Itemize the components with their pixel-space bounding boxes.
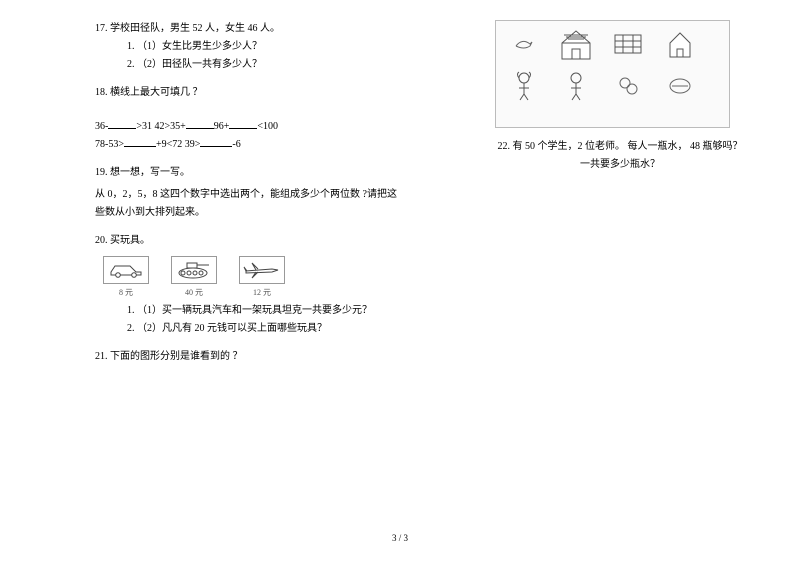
boy-icon bbox=[552, 67, 600, 105]
house-small-icon bbox=[656, 25, 704, 63]
toy-plane-price: 12 元 bbox=[253, 286, 271, 300]
question-22: 22. 有 50 个学生，2 位老师。 每人一瓶水， 48 瓶够吗？一共要多少瓶… bbox=[485, 138, 755, 174]
toy-plane: 12 元 bbox=[239, 256, 285, 300]
q18-r1d: <100 bbox=[257, 121, 278, 132]
q18-r1b: >31 42>35+ bbox=[136, 121, 185, 132]
q18-row1: 36- >31 42>35+ 96+ <100 bbox=[95, 118, 405, 136]
q20-title: 买玩具。 bbox=[110, 235, 150, 246]
toy-plane-icon bbox=[239, 256, 285, 284]
q22-text: 有 50 个学生，2 位老师。 每人一瓶水， 48 瓶够吗？一共要多少瓶水？ bbox=[513, 141, 743, 170]
house-icon bbox=[552, 25, 600, 63]
q18-row2: 78-53> +9<72 39> -6 bbox=[95, 136, 405, 154]
page-container: 17. 学校田径队，男生 52 人，女生 46 人。 1. （1）女生比男生少多… bbox=[0, 0, 800, 376]
toy-tank: 40 元 bbox=[171, 256, 217, 300]
q18-r1c: 96+ bbox=[214, 121, 230, 132]
toys-row: 8 元 40 元 12 元 bbox=[95, 256, 405, 300]
q22-number: 22. bbox=[498, 141, 511, 152]
toy-car-icon bbox=[103, 256, 149, 284]
blank bbox=[124, 136, 156, 147]
q20-sub2: 2. （2）凡凡有 20 元钱可以买上面哪些玩具？ bbox=[95, 320, 405, 338]
q18-r2c: -6 bbox=[232, 139, 240, 150]
window-icon bbox=[604, 25, 652, 63]
toy-car: 8 元 bbox=[103, 256, 149, 300]
q20-number: 20. bbox=[95, 235, 108, 246]
blank bbox=[108, 118, 136, 129]
page-number: 3 / 3 bbox=[0, 533, 800, 543]
q17-number: 17. bbox=[95, 23, 108, 34]
question-17: 17. 学校田径队，男生 52 人，女生 46 人。 1. （1）女生比男生少多… bbox=[95, 20, 405, 74]
toy-tank-icon bbox=[171, 256, 217, 284]
q18-r2a: 78-53> bbox=[95, 139, 124, 150]
q18-r1a: 36- bbox=[95, 121, 108, 132]
toy-car-price: 8 元 bbox=[119, 286, 133, 300]
q18-r2b: +9<72 39> bbox=[156, 139, 200, 150]
q19-body: 从 0，2，5，8 这四个数字中选出两个，能组成多少个两位数 ?请把这些数从小到… bbox=[95, 186, 405, 222]
blank bbox=[186, 118, 214, 129]
girl-icon bbox=[500, 67, 548, 105]
blank bbox=[200, 136, 232, 147]
q21-text: 下面的图形分别是谁看到的 ？ bbox=[110, 351, 243, 362]
q21-number: 21. bbox=[95, 351, 108, 362]
left-column: 17. 学校田径队，男生 52 人，女生 46 人。 1. （1）女生比男生少多… bbox=[95, 20, 405, 376]
question-19: 19. 想一想，写一写。 从 0，2，5，8 这四个数字中选出两个，能组成多少个… bbox=[95, 164, 405, 222]
q17-sub2: 2. （2）田径队一共有多少人？ bbox=[95, 56, 405, 74]
bird-icon bbox=[500, 25, 548, 63]
q17-text: 学校田径队，男生 52 人，女生 46 人。 bbox=[110, 23, 280, 34]
blank bbox=[229, 118, 257, 129]
question-21: 21. 下面的图形分别是谁看到的 ？ bbox=[95, 348, 405, 366]
question-18: 18. 横线上最大可填几 ？ 36- >31 42>35+ 96+ <100 78-5… bbox=[95, 84, 405, 154]
q18-number: 18. bbox=[95, 87, 108, 98]
scene-illustration bbox=[495, 20, 730, 128]
question-20: 20. 买玩具。 8 元 40 元 bbox=[95, 232, 405, 338]
shape-icon bbox=[604, 67, 652, 105]
q19-number: 19. bbox=[95, 167, 108, 178]
right-column: 22. 有 50 个学生，2 位老师。 每人一瓶水， 48 瓶够吗？一共要多少瓶… bbox=[485, 20, 755, 376]
shape2-icon bbox=[656, 67, 704, 105]
q17-sub1: 1. （1）女生比男生少多少人？ bbox=[95, 38, 405, 56]
toy-tank-price: 40 元 bbox=[185, 286, 203, 300]
q19-title: 想一想，写一写。 bbox=[110, 167, 190, 178]
q18-text: 横线上最大可填几 ？ bbox=[110, 87, 203, 98]
q20-sub1: 1. （1）买一辆玩具汽车和一架玩具坦克一共要多少元？ bbox=[95, 302, 405, 320]
